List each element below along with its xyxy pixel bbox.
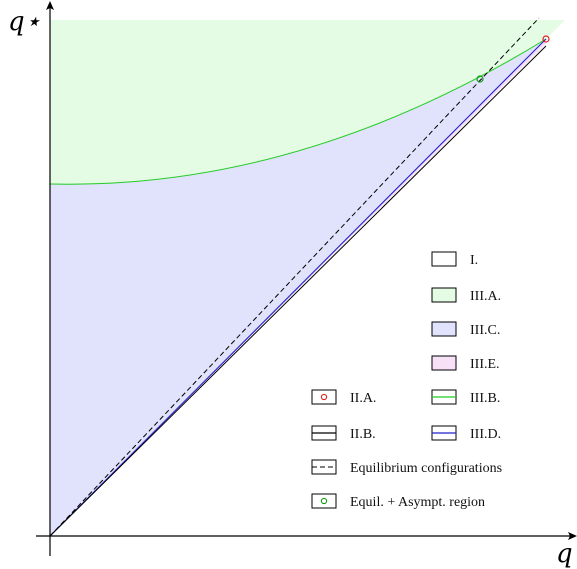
legend-swatch-II-A-point (320, 393, 328, 401)
x-axis-label: q (556, 539, 573, 569)
legend-swatch-II-A (311, 389, 337, 405)
legend-swatch-III-A (431, 287, 457, 303)
line-III-D (49, 38, 547, 537)
y-axis-arrow (46, 1, 54, 10)
region-III-A (50, 20, 565, 185)
x-axis-arrow (568, 532, 577, 540)
legend-swatch-III-C (431, 321, 457, 337)
line-II-B (49, 45, 547, 537)
legend-swatch-I (431, 251, 457, 267)
point-equil-asympt (476, 75, 484, 83)
legend: I. III.A. III.C. III.E. III.B. III.D. II… (311, 251, 502, 510)
legend-label-II-B: II.B. (350, 427, 376, 442)
legend-label-equilibrium: Equilibrium configurations (350, 461, 502, 476)
point-II-A (542, 35, 550, 43)
legend-label-III-B: III.B. (470, 391, 500, 406)
y-axis-label: q⋆ (8, 7, 41, 37)
legend-swatch-equil-asympt-point (320, 497, 328, 505)
legend-label-III-D: III.D. (470, 427, 501, 442)
legend-label-III-C: III.C. (470, 323, 500, 338)
legend-label-II-A: II.A. (350, 391, 376, 406)
equilibrium-dashed-line (49, 17, 540, 537)
legend-label-equil-asympt: Equil. + Asympt. region (350, 495, 485, 510)
legend-label-III-A: III.A. (470, 289, 501, 304)
legend-swatch-III-E (431, 355, 457, 371)
legend-label-I: I. (470, 253, 478, 268)
legend-label-III-E: III.E. (470, 357, 500, 372)
legend-swatch-equil-asympt (311, 493, 337, 509)
